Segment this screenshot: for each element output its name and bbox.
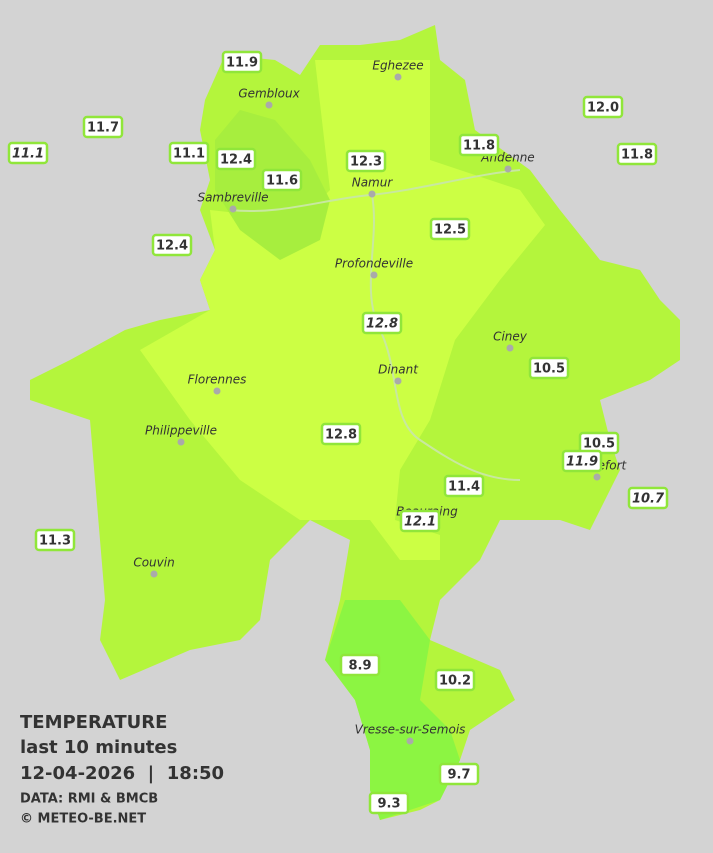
- station-box: [151, 233, 193, 257]
- station-box: [438, 762, 480, 786]
- station-value: 12.8: [325, 428, 357, 443]
- station-value: 11.8: [463, 139, 495, 154]
- station-box: [616, 142, 658, 166]
- station-box: [528, 356, 570, 380]
- town-label: Profondeville: [335, 257, 413, 271]
- legend-datetime: 12-04-2026 | 18:50: [20, 763, 224, 784]
- station-box: [320, 422, 362, 446]
- station-value: 11.1: [173, 147, 205, 162]
- town-label: Eghezee: [372, 59, 423, 73]
- station-value: 11.1: [12, 147, 44, 162]
- town-dot: [368, 190, 376, 198]
- station-value: 11.7: [87, 121, 119, 136]
- town-dot: [213, 387, 221, 395]
- station-box: [458, 133, 500, 157]
- station-box: [82, 115, 124, 139]
- town-dot: [593, 473, 601, 481]
- station-value: 12.0: [587, 101, 619, 116]
- town-dot: [370, 271, 378, 279]
- legend-source: DATA: RMI & BMCB: [20, 792, 158, 807]
- station-box: [434, 668, 476, 692]
- town-label: Ciney: [493, 330, 528, 344]
- legend-title: TEMPERATURE: [20, 712, 167, 733]
- station-value: 11.9: [226, 56, 258, 71]
- town-label: Gembloux: [238, 87, 300, 101]
- station-value: 11.8: [621, 148, 653, 163]
- station-value: 9.7: [447, 768, 470, 783]
- station-box: [215, 147, 257, 171]
- station-box: [7, 141, 49, 165]
- station-box: [368, 791, 410, 815]
- station-box: [561, 449, 603, 473]
- station-box: [582, 95, 624, 119]
- station-value: 10.2: [439, 674, 471, 689]
- station-value: 12.3: [350, 155, 382, 170]
- station-value: 12.4: [156, 239, 188, 254]
- legend-subtitle: last 10 minutes: [20, 737, 177, 758]
- town-label: Florennes: [188, 373, 247, 387]
- town-dot: [506, 344, 514, 352]
- station-value: 11.9: [566, 455, 598, 470]
- town-label: Sambreville: [197, 191, 268, 205]
- town-dot: [229, 205, 237, 213]
- town-dot: [150, 570, 158, 578]
- station-box: [399, 509, 441, 533]
- station-value: 11.4: [448, 480, 480, 495]
- town-label: Namur: [352, 176, 394, 190]
- station-value: 12.8: [366, 317, 398, 332]
- town-dot: [177, 438, 185, 446]
- town-dot: [265, 101, 273, 109]
- warm-zone: [140, 60, 545, 560]
- town-dot: [394, 377, 402, 385]
- station-value: 8.9: [348, 659, 371, 674]
- station-box: [443, 474, 485, 498]
- station-box: [339, 653, 381, 677]
- station-box: [429, 217, 471, 241]
- station-value: 11.6: [266, 174, 298, 189]
- town-dot: [394, 73, 402, 81]
- station-box: [345, 149, 387, 173]
- station-box: [261, 168, 303, 192]
- town-label: Philippeville: [145, 424, 217, 438]
- town-label: Vresse-sur-Semois: [355, 723, 466, 737]
- station-box: [627, 486, 669, 510]
- station-box: [221, 50, 263, 74]
- station-box: [168, 141, 210, 165]
- station-value: 10.5: [583, 437, 615, 452]
- station-value: 10.5: [533, 362, 565, 377]
- station-value: 12.5: [434, 223, 466, 238]
- station-value: 10.7: [632, 492, 665, 507]
- town-label: Couvin: [133, 556, 174, 570]
- station-value: 12.4: [220, 153, 252, 168]
- station-box: [361, 311, 403, 335]
- station-value: 11.3: [39, 534, 71, 549]
- legend-copyright: © METEO-BE.NET: [20, 812, 146, 827]
- station-value: 9.3: [377, 797, 400, 812]
- town-dot: [406, 737, 414, 745]
- station-box: [34, 528, 76, 552]
- town-label: Dinant: [378, 363, 419, 377]
- station-value: 12.1: [404, 515, 436, 530]
- town-dot: [504, 165, 512, 173]
